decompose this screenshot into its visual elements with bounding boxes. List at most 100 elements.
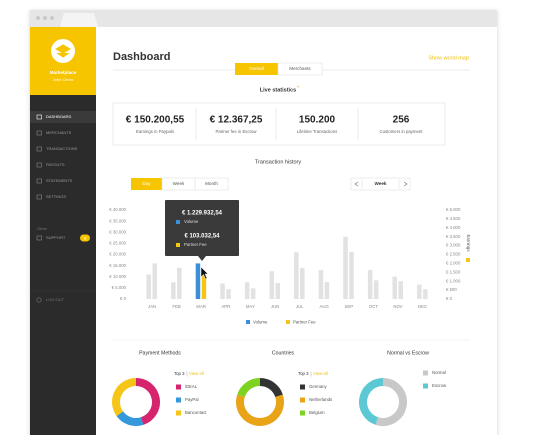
browser-tab[interactable] [60, 13, 98, 27]
bar[interactable] [392, 276, 398, 299]
view-all-link[interactable]: View all [189, 371, 204, 376]
donut-segment[interactable] [116, 411, 144, 426]
stats-box [112, 102, 446, 146]
menu-heading: Other [37, 226, 48, 231]
bar[interactable] [373, 280, 379, 299]
donut-segment[interactable] [375, 378, 407, 426]
asterisk: * [297, 85, 299, 91]
legend-label: Germany [309, 384, 328, 389]
bar[interactable] [349, 251, 354, 299]
window-dot[interactable] [36, 16, 40, 20]
bar[interactable] [250, 288, 256, 299]
tooltip [165, 200, 239, 256]
bar[interactable] [343, 236, 348, 299]
x-tick-label: SEP [344, 304, 353, 309]
donut-segment[interactable] [236, 394, 284, 426]
next-arrow[interactable] [403, 181, 408, 187]
donut-segment[interactable] [259, 378, 283, 398]
bar[interactable] [324, 282, 330, 299]
world-map-link[interactable]: Show world map [428, 55, 469, 61]
menu-icon [36, 178, 42, 184]
x-tick-label: DEC [418, 304, 427, 309]
menu-icon [36, 194, 42, 200]
y2-tick-label: € 2.000 [446, 261, 461, 266]
window-dot[interactable] [43, 16, 47, 20]
bar[interactable] [177, 267, 182, 299]
y2-tick-label: € 2.500 [446, 252, 461, 257]
menu-item[interactable]: DASHBOARD [46, 114, 71, 119]
bar[interactable] [269, 271, 275, 299]
y2-axis-label: Earnings [466, 235, 471, 252]
tooltip-label: Partner Fee [184, 242, 207, 247]
menu-item[interactable]: PAYOUTS [46, 162, 65, 167]
bar[interactable] [318, 270, 324, 299]
bar[interactable] [195, 263, 201, 299]
y-tick-label: € 0 [120, 296, 127, 301]
bar[interactable] [300, 267, 305, 299]
donut-segment[interactable] [359, 378, 384, 425]
stat-value: 256 [393, 115, 410, 126]
brand-name: Marketplace [50, 70, 77, 75]
donut-segment[interactable] [237, 378, 261, 398]
bar[interactable] [152, 263, 158, 299]
chart-title: Normal vs Escrow [387, 350, 429, 356]
period-button[interactable] [194, 177, 229, 191]
y2-tick-label: € 1.000 [446, 278, 461, 283]
top-label: Top 3 [298, 371, 309, 376]
period-active[interactable] [131, 178, 162, 190]
bar[interactable] [201, 272, 207, 299]
page-title: Dashboard [113, 51, 170, 63]
bar[interactable] [220, 283, 225, 299]
logout[interactable]: LOG OUT [46, 297, 65, 302]
legend-label: Escrow [432, 383, 447, 388]
stat-caption: Lifetime Transactions [297, 129, 338, 134]
period-label[interactable]: Day [142, 181, 151, 186]
menu-item[interactable]: TRANSACTIONS [46, 146, 78, 151]
period-selector[interactable] [350, 177, 411, 191]
bar[interactable] [275, 282, 281, 299]
donut-segment[interactable] [135, 378, 160, 425]
bar[interactable] [398, 281, 404, 299]
stat-caption: Customers in payment [380, 129, 424, 134]
bar[interactable] [146, 274, 152, 299]
y-tick-label: € 40.000 [109, 207, 126, 212]
tooltip-value: € 1.229.932,54 [182, 211, 223, 217]
selector-label: Week [375, 181, 387, 186]
y-tick-label: € 10.000 [109, 274, 126, 279]
y2-tick-label: € 3.000 [446, 243, 461, 248]
browser-window [30, 10, 497, 435]
menu-item[interactable]: STATEMENTS [46, 178, 73, 183]
y-tick-label: € 5.000 [112, 285, 127, 290]
tooltip-value: € 103.032,54 [184, 234, 220, 240]
legend-label: Partner Fee [293, 320, 316, 325]
cursor [200, 266, 209, 280]
period-label[interactable]: Week [173, 181, 185, 186]
bar[interactable] [417, 284, 422, 299]
stat-caption: Partner fee in Escrow [215, 129, 257, 134]
legend-label: Netherlands [309, 397, 332, 402]
tooltip-swatch [176, 243, 180, 247]
chart-title: Countries [272, 350, 295, 356]
bar[interactable] [367, 270, 373, 299]
menu-item[interactable]: MERCHANTS [46, 130, 72, 135]
bar[interactable] [244, 282, 250, 299]
legend-swatch [246, 320, 250, 324]
menu-icon [36, 114, 42, 120]
view-all-link[interactable]: View all [313, 371, 328, 376]
bar[interactable] [294, 252, 299, 299]
y-tick-label: € 35.000 [109, 218, 126, 223]
donut-segment[interactable] [112, 378, 137, 417]
period-label[interactable]: Month [205, 181, 218, 186]
menu-item[interactable]: SETTINGS [46, 194, 66, 199]
tab[interactable] [277, 62, 323, 76]
menu-icon [36, 235, 42, 241]
top-label: Top 3 [174, 371, 185, 376]
bar[interactable] [423, 289, 428, 299]
bar[interactable] [171, 282, 176, 299]
support-badge [80, 234, 90, 242]
bar[interactable] [226, 289, 231, 299]
tab-active[interactable] [235, 63, 278, 75]
window-dot[interactable] [50, 16, 54, 20]
menu-item[interactable]: SUPPORT [46, 235, 66, 240]
prev-arrow[interactable] [354, 181, 359, 187]
